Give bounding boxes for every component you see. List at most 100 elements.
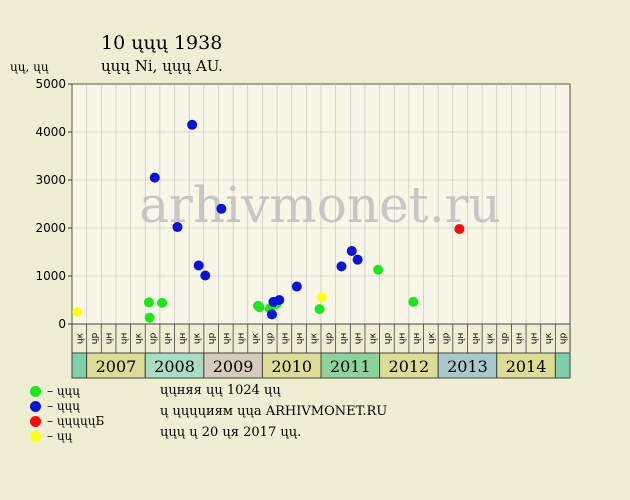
- data-point: [144, 312, 155, 323]
- data-point: [216, 203, 227, 214]
- quarter-tick-label: ųр: [90, 333, 100, 345]
- legend-label: – ųųų: [47, 399, 80, 413]
- data-point: [200, 270, 211, 281]
- legend-label: – ųų: [47, 429, 73, 443]
- year-label: 2010: [271, 357, 312, 376]
- data-point: [316, 292, 327, 303]
- data-point: [157, 297, 168, 308]
- year-label: 2007: [96, 357, 137, 376]
- chart-notes: ųųняя ųų 1024 ųų ų ųųųųиям ųųа ARHIVMONE…: [160, 380, 387, 443]
- quarter-tick-label: ųн: [222, 333, 232, 345]
- data-point: [336, 261, 347, 272]
- quarter-tick-label: ųн: [119, 333, 129, 345]
- data-point: [373, 264, 384, 275]
- quarter-tick-label: ųн: [163, 333, 173, 345]
- y-tick-label: 1000: [35, 269, 66, 283]
- quarter-tick-label: ųк: [427, 332, 437, 344]
- y-tick-label: 4000: [35, 125, 66, 139]
- x-axis-quarters: ųк ųр ųн ųн ųк ųр ųн ųн ųк ųр ųн ųн ųк ųр ųн ųн ųк ųр ųн ųн…: [71, 323, 571, 354]
- legend-dot-blue: [30, 401, 41, 412]
- note-date: ųųų ų 20 ųя 2017 ųų.: [160, 425, 302, 440]
- quarter-tick-label: ųр: [266, 333, 276, 345]
- legend-item: – ųųų: [30, 399, 104, 414]
- data-point: [254, 302, 265, 313]
- quarter-tick-label: ųн: [295, 333, 305, 345]
- data-point: [274, 295, 285, 305]
- quarter-tick-label: ųк: [368, 332, 378, 344]
- grid-lines: [72, 84, 570, 324]
- quarter-tick-label: ųн: [398, 333, 408, 345]
- quarter-tick-label: ųн: [339, 333, 349, 345]
- data-point: [346, 246, 357, 257]
- quarter-tick-label: ųк: [251, 332, 261, 344]
- year-label: 2013: [447, 357, 488, 376]
- chart-subtitle: ųųų Ni, ųųų AU.: [101, 57, 223, 75]
- data-point: [172, 222, 183, 233]
- y-tick-label: 3000: [35, 173, 66, 187]
- year-band-edge: [71, 352, 88, 379]
- quarter-tick-label: ųн: [178, 333, 188, 345]
- quarter-tick-label: ųн: [280, 333, 290, 345]
- data-point: [266, 309, 277, 320]
- legend: – ųųų – ųųų – ųųųųųБ – ųų: [30, 384, 104, 444]
- note-average-price: ųųняя ųų 1024 ųų: [160, 383, 281, 398]
- data-points: [72, 119, 465, 323]
- y-tick-labels: 0 1000 2000 3000 4000 5000: [35, 77, 72, 331]
- quarter-tick-label: ųр: [324, 333, 334, 345]
- legend-item: – ųųų: [30, 384, 104, 399]
- watermark: arhivmonet.ru: [139, 176, 501, 234]
- quarter-tick-label: ųр: [442, 333, 452, 345]
- quarter-tick-label: ųр: [207, 333, 217, 345]
- quarter-tick-label: ųн: [529, 333, 539, 345]
- data-point: [72, 307, 83, 317]
- quarter-tick-label: ųн: [412, 333, 422, 345]
- legend-dot-green: [30, 386, 41, 397]
- note-source: ų ųųųųиям ųųа ARHIVMONET.RU: [160, 404, 388, 419]
- year-band: [203, 352, 263, 379]
- data-point: [143, 297, 154, 308]
- quarter-tick-label: ųк: [134, 332, 144, 344]
- quarter-tick-label: ųк: [75, 332, 85, 344]
- quarter-tick-label: ųк: [193, 332, 203, 344]
- data-point: [352, 254, 363, 265]
- data-point: [454, 223, 465, 234]
- data-point: [193, 260, 204, 271]
- y-tick-label: 0: [58, 317, 66, 331]
- year-band: [496, 352, 556, 379]
- legend-item: – ųųųųųБ: [30, 414, 104, 429]
- year-band: [379, 352, 439, 379]
- quarter-tick-label: ųн: [515, 333, 525, 345]
- y-tick-label: 2000: [35, 221, 66, 235]
- year-label: 2011: [330, 357, 371, 376]
- quarter-tick-label: ųн: [236, 333, 246, 345]
- data-point: [187, 119, 198, 130]
- chart-title: 10 ųųų 1938: [101, 32, 223, 54]
- year-label: 2008: [154, 357, 195, 376]
- quarter-tick-label: ųр: [500, 333, 510, 345]
- quarter-tick-label: ųн: [456, 333, 466, 345]
- year-label: 2014: [506, 357, 547, 376]
- quarter-tick-label: ųн: [471, 333, 481, 345]
- year-band-edge: [554, 352, 571, 379]
- year-band: [437, 352, 498, 379]
- year-label: 2012: [389, 357, 430, 376]
- year-band: [261, 352, 322, 379]
- data-point: [149, 172, 160, 183]
- quarter-tick-label: ųк: [485, 332, 495, 344]
- y-axis-unit-label: ųų, ųų: [10, 60, 49, 74]
- legend-label: – ųųų: [47, 384, 80, 398]
- data-point: [314, 304, 325, 315]
- legend-label: – ųųųųųБ: [47, 414, 105, 428]
- quarter-tick-label: ųр: [559, 333, 569, 345]
- y-tick-label: 5000: [35, 77, 66, 91]
- quarter-tick-label: ųр: [383, 333, 393, 345]
- legend-item: – ųų: [30, 429, 104, 444]
- year-label: 2009: [213, 357, 254, 376]
- legend-dot-yellow: [30, 431, 41, 442]
- data-point: [291, 281, 302, 292]
- year-band: [144, 352, 205, 379]
- quarter-tick-label: ųн: [105, 333, 115, 345]
- quarter-tick-label: ųк: [544, 332, 554, 344]
- x-axis-years: 2007 2008 2009 2010 2011 2012 2013 2014: [71, 352, 571, 379]
